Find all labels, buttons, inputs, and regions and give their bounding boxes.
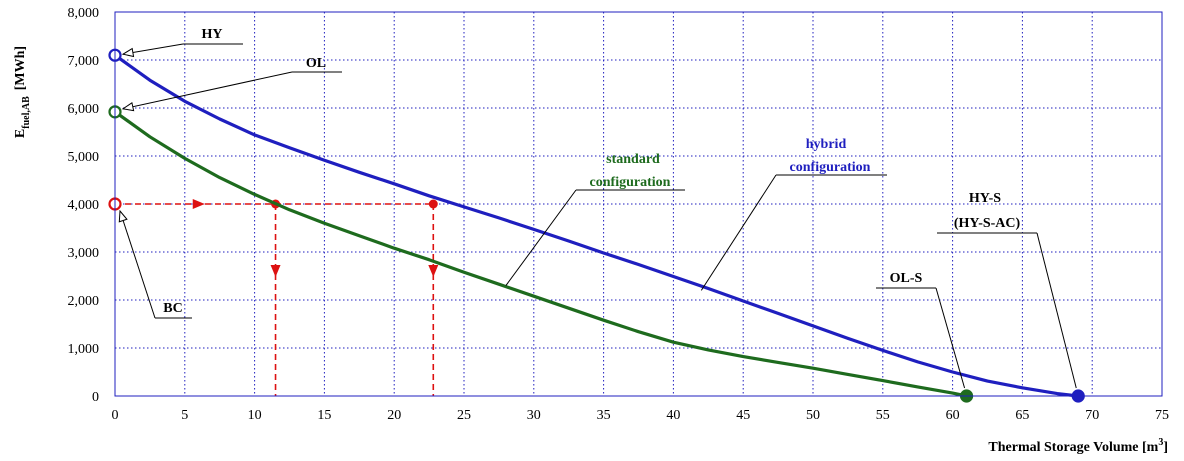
leader-ols — [935, 287, 966, 389]
label-hy: HY — [202, 27, 223, 42]
x-tick-label: 35 — [597, 408, 611, 423]
y-axis-title-main: E — [13, 129, 28, 138]
x-tick-label: 60 — [946, 408, 960, 423]
x-tick-label: 70 — [1085, 408, 1099, 423]
leader-hybrid — [700, 174, 777, 291]
series-group — [113, 53, 1080, 398]
x-axis-title-end: ] — [1163, 440, 1168, 455]
x-tick-label: 45 — [736, 408, 750, 423]
label-bc: BC — [163, 301, 182, 316]
x-tick-labels: 0 5 10 15 20 25 30 35 40 45 50 55 60 65 70 75 — [112, 408, 1170, 423]
x-tick-label: 25 — [457, 408, 471, 423]
label-standard-1: standard — [606, 152, 660, 167]
label-ol: OL — [306, 56, 326, 71]
label-hys-ac: (HY-S-AC) — [954, 216, 1021, 231]
x-tick-label: 20 — [387, 408, 401, 423]
x-tick-label: 75 — [1155, 408, 1169, 423]
y-axis-title-sub: fuel,AB — [21, 96, 32, 129]
x-tick-label: 0 — [112, 408, 119, 423]
y-tick-label: 2,000 — [68, 294, 100, 309]
plot-border — [114, 11, 1163, 397]
bc-intersection-point — [428, 199, 438, 209]
x-tick-label: 40 — [666, 408, 680, 423]
leader-bc-head — [118, 209, 128, 223]
y-tick-label: 6,000 — [68, 102, 100, 117]
x-axis-title: Thermal Storage Volume [m3] — [988, 437, 1168, 455]
x-tick-label: 55 — [876, 408, 890, 423]
label-hybrid-2: configuration — [790, 160, 871, 175]
y-axis-title-unit: [MWh] — [13, 46, 28, 90]
y-tick-label: 0 — [92, 390, 99, 405]
y-tick-label: 5,000 — [68, 150, 100, 165]
x-tick-label: 15 — [317, 408, 331, 423]
leader-hys — [1036, 232, 1077, 389]
leader-bc — [119, 210, 156, 319]
y-axis-title: Efuel,AB [MWh] — [13, 46, 32, 138]
y-tick-label: 3,000 — [68, 246, 100, 261]
bc-arrow-down — [428, 265, 439, 277]
x-tick-label: 30 — [527, 408, 541, 423]
y-tick-labels: 0 1,000 2,000 3,000 4,000 5,000 6,000 7,000 8,00… — [68, 6, 100, 405]
x-tick-label: 5 — [181, 408, 188, 423]
annotation-leaders — [118, 43, 1077, 389]
x-tick-label: 50 — [806, 408, 820, 423]
x-axis-title-main: Thermal Storage Volume [m — [988, 440, 1158, 455]
y-tick-label: 4,000 — [68, 198, 100, 213]
y-tick-label: 7,000 — [68, 54, 100, 69]
y-tick-label: 8,000 — [68, 6, 100, 21]
label-hybrid-1: hybrid — [806, 137, 847, 152]
series-line-standard — [113, 110, 969, 398]
label-ols: OL-S — [890, 271, 923, 286]
series-line-hybrid — [113, 53, 1080, 398]
grid — [115, 12, 1162, 396]
x-tick-label: 65 — [1015, 408, 1029, 423]
bc-arrow-down — [270, 265, 281, 277]
leader-ol-head — [121, 101, 135, 112]
x-axis-title-sup: 3 — [1158, 437, 1163, 448]
leader-ol — [122, 71, 293, 110]
leader-hy-head — [121, 47, 135, 58]
label-hys: HY-S — [969, 191, 1001, 206]
leader-standard — [505, 189, 577, 286]
x-tick-label: 10 — [248, 408, 262, 423]
y-tick-label: 1,000 — [68, 342, 100, 357]
bc-arrow-right — [192, 199, 205, 209]
label-standard-2: configuration — [590, 175, 671, 190]
